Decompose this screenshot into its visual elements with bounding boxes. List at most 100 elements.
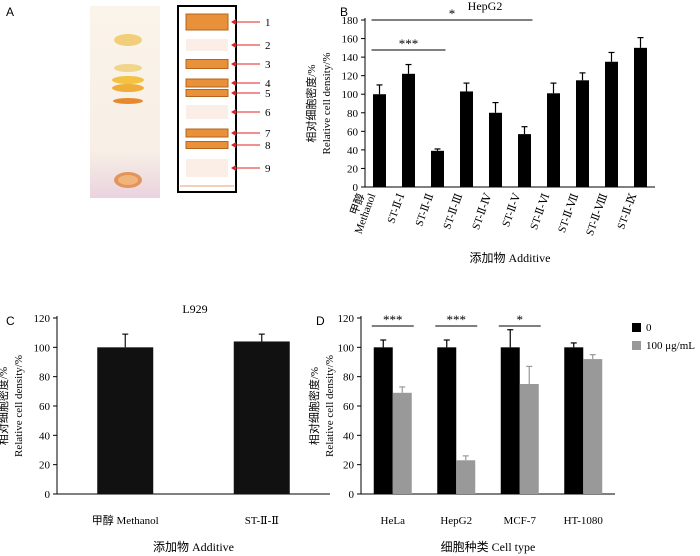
bar (431, 150, 444, 187)
x-tick-label: MCF-7 (504, 515, 537, 527)
tlc-band (185, 78, 229, 88)
band-arrowhead (231, 142, 236, 148)
bar (97, 347, 154, 494)
bar (500, 347, 520, 494)
band-schematic: 1 2 3 45 6 78 9 (180, 13, 271, 187)
legend-swatch (632, 341, 641, 350)
bar (519, 384, 539, 494)
band-number-label: 7 (265, 128, 271, 140)
y-tick-label: 20 (347, 163, 359, 175)
x-axis-label: 添加物 Additive (470, 251, 551, 265)
band-arrowhead (231, 80, 236, 86)
bar (547, 93, 560, 187)
y-tick-label: 160 (342, 34, 359, 46)
y-tick-label: 120 (34, 313, 51, 325)
significance-label: *** (383, 312, 403, 327)
x-tick-label: HepG2 (440, 515, 472, 527)
y-axis-label: Relative cell density/% (321, 52, 333, 154)
band-number-label: 8 (265, 140, 271, 152)
x-tick-label: ST-Ⅱ-Ⅳ (470, 191, 494, 231)
tlc-spot (112, 84, 144, 92)
legend-label: 100 μg/mL (646, 340, 695, 352)
band-number-label: 3 (265, 59, 271, 71)
y-tick-label: 40 (39, 430, 51, 442)
x-tick-label: ST-Ⅱ-Ⅰ (385, 192, 407, 225)
bar (373, 347, 393, 494)
y-tick-label: 120 (338, 313, 355, 325)
chart-title: HepG2 (468, 0, 503, 13)
significance-label: * (449, 6, 456, 21)
bar (402, 73, 415, 187)
x-tick-label: HeLa (381, 515, 406, 527)
x-tick-label: ST-Ⅱ-Ⅵ (528, 192, 552, 232)
panel-letter: D (316, 314, 325, 328)
bar (576, 80, 589, 187)
y-tick-label: 120 (342, 71, 359, 83)
tlc-spot (114, 34, 142, 46)
y-tick-label: 100 (338, 342, 355, 354)
panel-letter: C (6, 314, 15, 328)
bar (518, 134, 531, 187)
tlc-origin-spot (118, 175, 138, 185)
y-axis-label: Relative cell density/% (324, 355, 336, 457)
chart-title: L929 (182, 302, 207, 316)
bar (437, 347, 457, 494)
y-tick-label: 60 (39, 401, 51, 413)
x-tick-label: ST-Ⅱ-Ⅶ (556, 192, 581, 234)
y-axis-label: Relative cell density/% (13, 355, 25, 457)
chart-d-cell-types: D 0 20 40 60 80 100 120 相对细胞密度/% Relative cell de… (307, 312, 695, 554)
y-tick-label: 100 (34, 342, 51, 354)
x-tick-label: ST-Ⅱ-Ⅷ (584, 192, 610, 237)
x-axis-label: 细胞种类 Cell type (441, 540, 536, 554)
y-tick-label: 60 (343, 401, 355, 413)
x-tick-label: ST-Ⅱ-Ⅸ (615, 192, 639, 231)
legend-swatch (632, 323, 641, 332)
bar (564, 347, 584, 494)
band-arrowhead (231, 165, 236, 171)
y-tick-label: 0 (349, 489, 355, 501)
x-axis-label: 添加物 Additive (153, 540, 234, 554)
band-number-label: 6 (265, 107, 271, 119)
panel-a-tlc: A 1 2 3 45 6 78 9 (6, 5, 271, 198)
y-tick-label: 0 (353, 182, 359, 194)
band-arrowhead (231, 61, 236, 67)
x-tick-label: ST-Ⅱ-Ⅱ (413, 192, 436, 228)
x-tick-label: ST-Ⅱ-Ⅲ (441, 192, 465, 231)
band-arrowhead (231, 90, 236, 96)
band-number-label: 1 (265, 17, 271, 29)
tlc-band (185, 59, 229, 69)
band-number-label: 9 (265, 163, 271, 175)
tlc-spot (112, 76, 144, 84)
y-tick-label: 80 (343, 372, 355, 384)
y-tick-label: 100 (342, 89, 359, 101)
y-tick-label: 60 (347, 126, 359, 138)
band-number-label: 2 (265, 40, 271, 52)
y-axis-label-cn: 相对细胞密度/% (0, 367, 10, 445)
x-tick-label: 甲醇 Methanol (92, 513, 159, 527)
band-number-label: 5 (265, 88, 271, 100)
tlc-band (186, 105, 228, 119)
tlc-band (186, 159, 228, 177)
x-tick-label: ST-Ⅱ-Ⅴ (500, 191, 523, 229)
band-arrowhead (231, 19, 236, 25)
x-tick-label: ST-Ⅱ-Ⅱ (245, 515, 279, 527)
band-arrowhead (231, 42, 236, 48)
tlc-band (185, 13, 229, 31)
y-tick-label: 40 (347, 145, 359, 157)
bar (373, 94, 386, 187)
bar (605, 61, 618, 187)
y-tick-label: 20 (343, 460, 355, 472)
tlc-band (185, 128, 229, 138)
band-number-label: 4 (265, 78, 271, 90)
tlc-band (185, 89, 229, 97)
y-axis-label-cn: 相对细胞密度/% (307, 367, 321, 445)
bar (456, 460, 476, 494)
panel-a-letter: A (6, 5, 14, 19)
y-tick-label: 20 (39, 460, 51, 472)
bar (583, 359, 603, 494)
bar (634, 47, 647, 188)
significance-label: *** (447, 312, 467, 327)
x-tick-label: HT-1080 (564, 515, 604, 527)
bar (392, 392, 412, 494)
